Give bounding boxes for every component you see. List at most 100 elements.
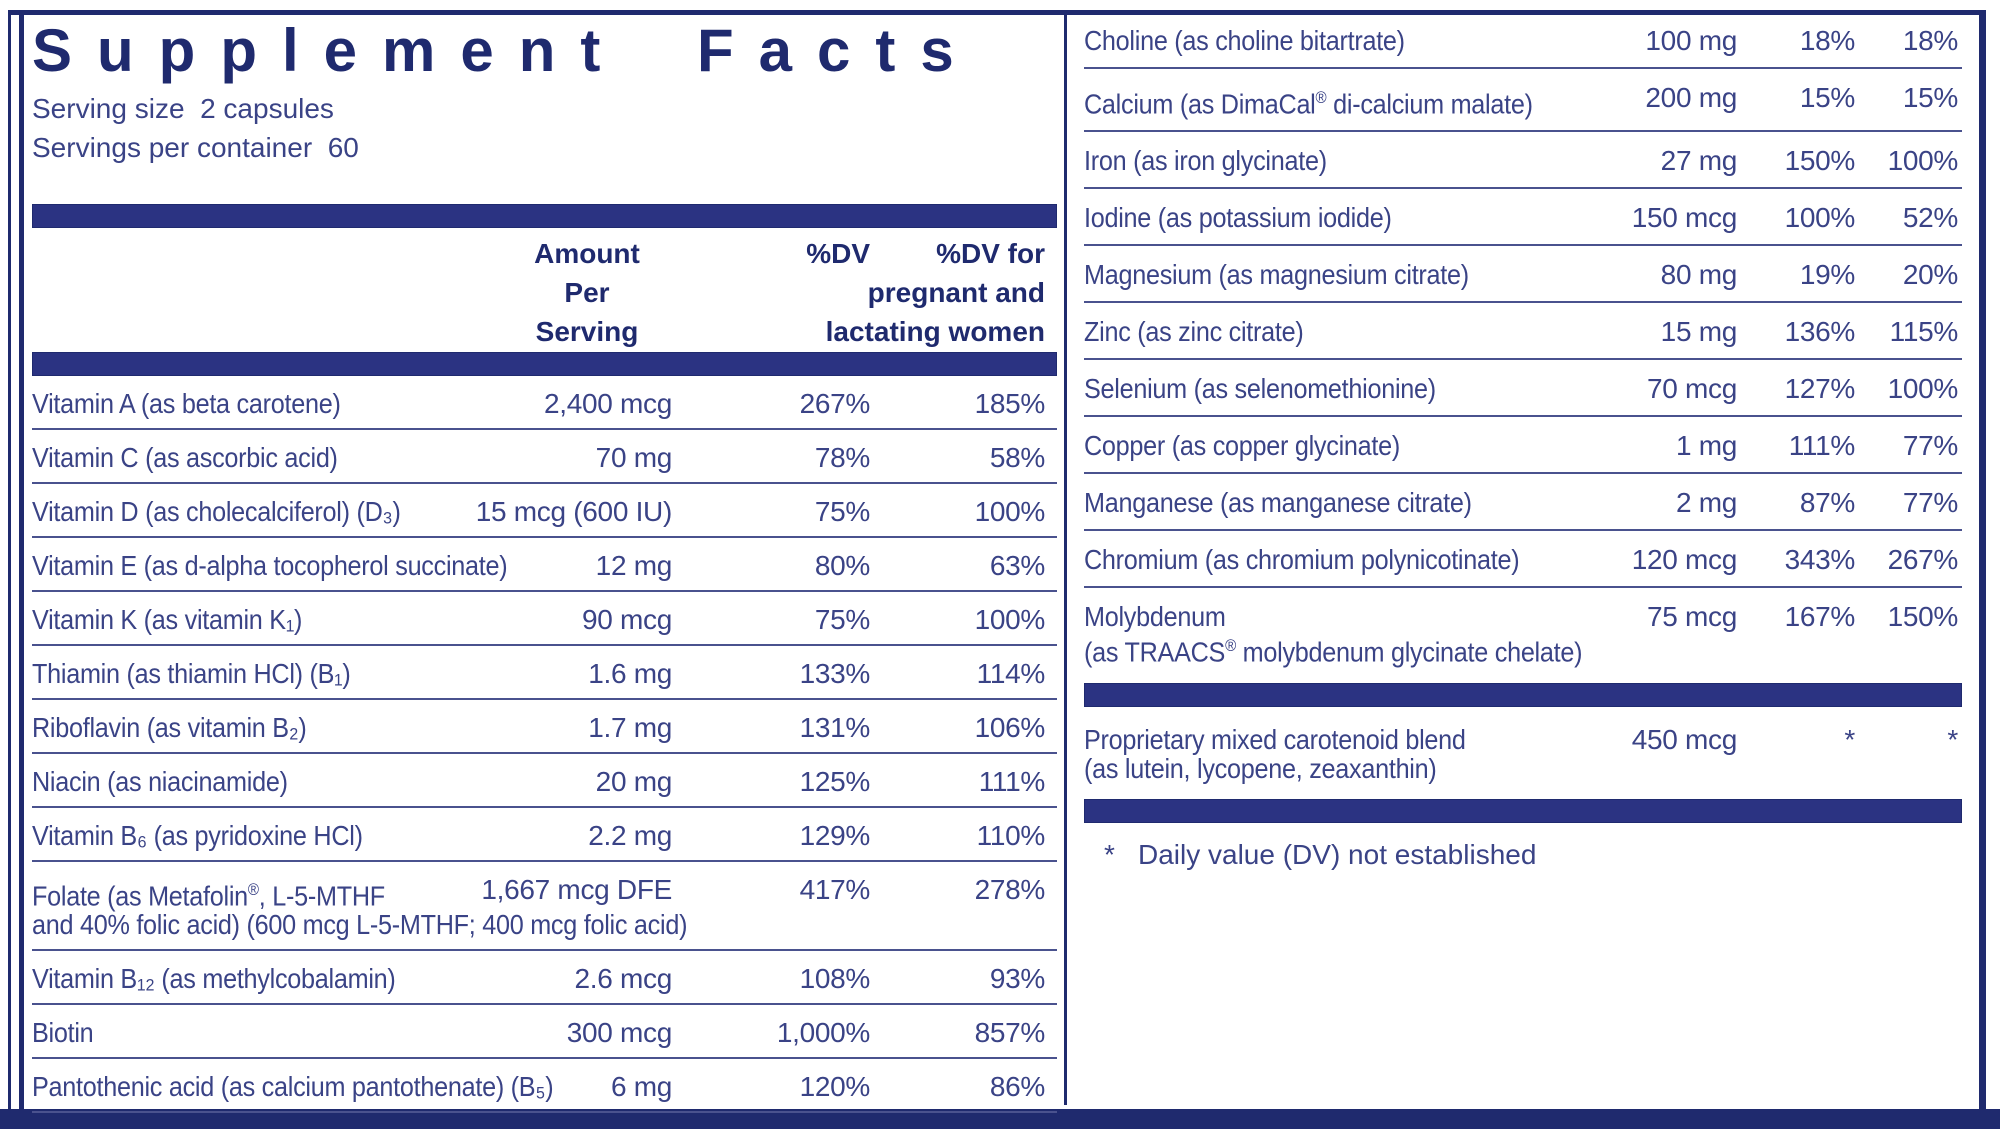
dv-value: 150% xyxy=(1784,145,1856,177)
column-divider xyxy=(1064,10,1067,1105)
nutrient-row: Choline (as choline bitartrate) 100 mg 18%… xyxy=(1084,12,1962,69)
section-divider-bar xyxy=(1084,682,1962,707)
pregnant-dv-value: 63% xyxy=(989,550,1045,581)
nutrient-name: Magnesium (as magnesium citrate) xyxy=(1084,259,1469,291)
nutrient-row: Vitamin K (as vitamin K₁) 90 mcg 75% 100% xyxy=(32,592,1057,646)
amount-value: 100 mg xyxy=(1645,25,1737,56)
amount-value: 75 mcg xyxy=(1646,601,1737,633)
label-border-left-outer xyxy=(8,10,11,1109)
nutrient-table-right: Choline (as choline bitartrate) 100 mg 18%… xyxy=(1084,12,1962,823)
nutrient-row: Proprietary mixed carotenoid blend (as lu… xyxy=(1084,711,1962,795)
amount-value: 450 mcg xyxy=(1631,723,1738,755)
dv-value: 87% xyxy=(1799,487,1855,519)
column-header-dv-pregnant: %DV for pregnant and lactating women xyxy=(825,238,1045,347)
column-header-amount: Amount Per Serving xyxy=(534,238,640,347)
amount-value: 70 mcg xyxy=(1646,373,1737,405)
nutrient-name: Calcium (as DimaCal® di-calcium malate) xyxy=(1084,88,1533,120)
label-border-top xyxy=(8,10,1986,15)
dv-value: 19% xyxy=(1799,259,1855,291)
dv-value: 1,000% xyxy=(776,1017,870,1049)
pregnant-dv-value: 857% xyxy=(974,1017,1046,1049)
nutrient-name: Niacin (as niacinamide) xyxy=(32,766,288,797)
pregnant-dv-value: 185% xyxy=(974,388,1046,419)
amount-value: 12 mg xyxy=(595,550,673,581)
amount-value: 2 mg xyxy=(1675,487,1737,519)
pregnant-dv-value: 100% xyxy=(974,604,1046,635)
nutrient-name: Iron (as iron glycinate) xyxy=(1084,145,1327,177)
section-divider-bar xyxy=(1084,798,1962,823)
nutrient-row: Vitamin D (as cholecalciferol) (D₃) 15 mc… xyxy=(32,484,1057,538)
dv-value: 133% xyxy=(799,658,871,689)
pregnant-dv-value: 106% xyxy=(974,712,1046,743)
dv-value: 100% xyxy=(1784,202,1856,234)
left-column: Supplement Facts Serving size 2 capsules… xyxy=(32,17,1057,1114)
dv-value: 131% xyxy=(799,712,871,743)
nutrient-name: Biotin xyxy=(32,1017,94,1049)
nutrient-row: Chromium (as chromium polynicotinate) 120… xyxy=(1084,531,1962,589)
nutrient-row: Molybdenum (as TRAACS® molybdenum glycina… xyxy=(1084,588,1962,678)
nutrient-row: Copper (as copper glycinate) 1 mg 111% 77% xyxy=(1084,417,1962,475)
dv-value: 75% xyxy=(814,604,870,635)
pregnant-dv-value: 20% xyxy=(1902,259,1958,291)
amount-value: 27 mg xyxy=(1660,145,1738,177)
nutrient-name: Zinc (as zinc citrate) xyxy=(1084,316,1304,348)
section-divider-bar xyxy=(32,204,1057,228)
pregnant-dv-value: 150% xyxy=(1887,601,1959,633)
nutrient-name: Vitamin B₆ (as pyridoxine HCl) xyxy=(32,820,363,851)
label-border-bottom-bar xyxy=(0,1109,2000,1129)
pregnant-dv-value: * xyxy=(1947,723,1958,755)
nutrient-name: Iodine (as potassium iodide) xyxy=(1084,202,1392,234)
pregnant-dv-value: 100% xyxy=(1887,145,1959,177)
amount-value: 1.7 mg xyxy=(588,712,672,743)
amount-value: 70 mg xyxy=(595,442,673,473)
pregnant-dv-value: 58% xyxy=(989,442,1045,473)
pregnant-dv-value: 278% xyxy=(974,874,1046,905)
nutrient-row: Manganese (as manganese citrate) 2 mg 87% 7… xyxy=(1084,474,1962,532)
dv-value: 18% xyxy=(1799,25,1855,56)
serving-size: Serving size 2 capsules xyxy=(32,93,334,124)
pregnant-dv-value: 77% xyxy=(1902,430,1958,462)
pregnant-dv-value: 100% xyxy=(1887,373,1959,405)
nutrient-name-line2: (as TRAACS® molybdenum glycinate chelate… xyxy=(1084,636,1583,668)
amount-value: 20 mg xyxy=(595,766,673,797)
nutrient-row: Vitamin E (as d-alpha tocopherol succina… xyxy=(32,538,1057,592)
pregnant-dv-value: 110% xyxy=(976,820,1046,851)
nutrient-row: Biotin 300 mcg 1,000% 857% xyxy=(32,1005,1057,1060)
nutrient-name: Vitamin D (as cholecalciferol) (D₃) xyxy=(32,496,401,527)
amount-value: 1 mg xyxy=(1675,430,1737,462)
page-title: Supplement Facts xyxy=(32,17,979,84)
amount-value: 200 mg xyxy=(1645,82,1737,113)
pregnant-dv-value: 93% xyxy=(989,963,1045,995)
nutrient-name: Vitamin A (as beta carotene) xyxy=(32,388,341,419)
pregnant-dv-value: 52% xyxy=(1902,202,1958,234)
label-border-left-inner xyxy=(19,10,24,1109)
nutrient-row: Calcium (as DimaCal® di-calcium malate) 2… xyxy=(1084,69,1962,133)
amount-value: 120 mcg xyxy=(1631,544,1738,576)
column-header-dv: %DV xyxy=(806,238,870,269)
nutrient-name: Chromium (as chromium polynicotinate) xyxy=(1084,544,1520,576)
pregnant-dv-value: 86% xyxy=(989,1071,1045,1103)
dv-value: 78% xyxy=(814,442,870,473)
nutrient-name: Folate (as Metafolin®, L-5-MTHF xyxy=(32,880,385,912)
pregnant-dv-value: 115% xyxy=(1889,316,1959,348)
footnote-text: Daily value (DV) not established xyxy=(1138,838,1537,870)
nutrient-row: Vitamin B₁₂ (as methylcobalamin) 2.6 mcg 1… xyxy=(32,951,1057,1006)
dv-value: 15% xyxy=(1799,82,1855,113)
nutrient-name: Manganese (as manganese citrate) xyxy=(1084,487,1472,519)
nutrient-row: Niacin (as niacinamide) 20 mg 125% 111% xyxy=(32,754,1057,808)
pregnant-dv-value: 18% xyxy=(1902,25,1958,56)
dv-value: 267% xyxy=(799,388,871,419)
nutrient-row: Thiamin (as thiamin HCl) (B₁) 1.6 mg 133% 1… xyxy=(32,646,1057,700)
nutrient-name: Proprietary mixed carotenoid blend xyxy=(1084,723,1466,755)
pregnant-dv-value: 114% xyxy=(976,658,1046,689)
dv-value: 136% xyxy=(1784,316,1856,348)
dv-value: 127% xyxy=(1784,373,1856,405)
dv-value: 343% xyxy=(1784,544,1856,576)
nutrient-name: Vitamin E (as d-alpha tocopherol succina… xyxy=(32,550,508,581)
amount-value: 90 mcg xyxy=(581,604,672,635)
nutrient-row: Folate (as Metafolin®, L-5-MTHF and 40% f… xyxy=(32,862,1057,952)
nutrient-row: Selenium (as selenomethionine) 70 mcg 127%… xyxy=(1084,360,1962,418)
nutrient-name: Molybdenum xyxy=(1084,601,1226,633)
nutrient-row: Vitamin C (as ascorbic acid) 70 mg 78% 58% xyxy=(32,430,1057,484)
